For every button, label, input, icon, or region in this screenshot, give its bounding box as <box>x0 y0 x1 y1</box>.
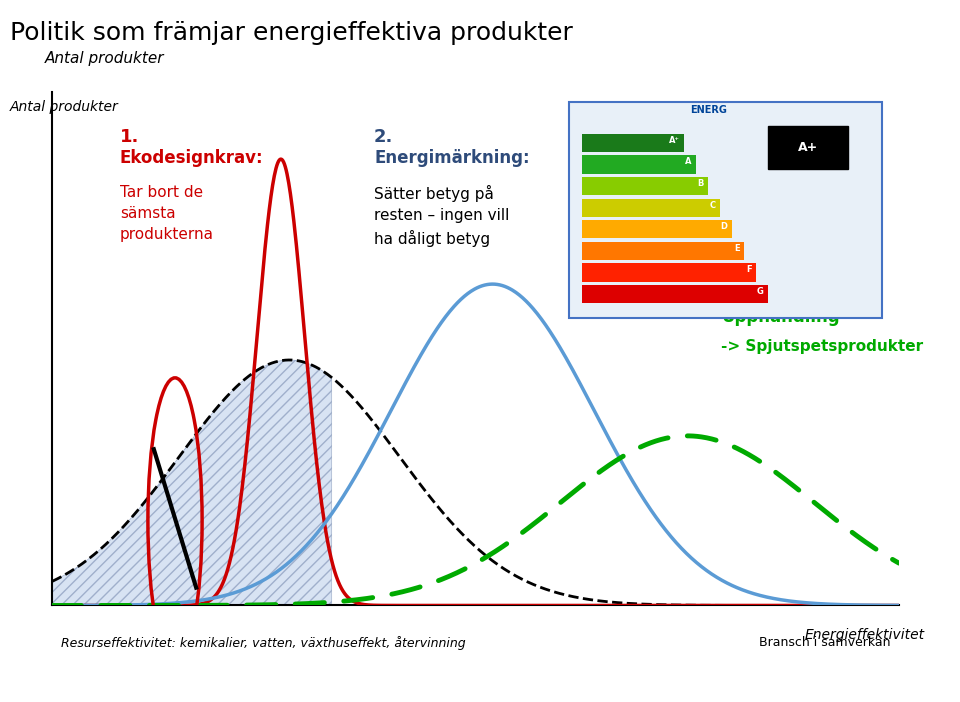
FancyBboxPatch shape <box>582 155 696 174</box>
Text: ENERG: ENERG <box>690 105 727 115</box>
Text: Resurseffektivitet: kemikalier, vatten, växthuseffekt, återvinning: Resurseffektivitet: kemikalier, vatten, … <box>60 636 466 650</box>
Text: Ekodesignkrav:: Ekodesignkrav: <box>120 149 264 166</box>
FancyBboxPatch shape <box>582 263 756 282</box>
FancyBboxPatch shape <box>577 642 891 693</box>
Text: E: E <box>734 244 739 253</box>
FancyBboxPatch shape <box>768 126 849 169</box>
FancyBboxPatch shape <box>582 285 768 303</box>
FancyBboxPatch shape <box>582 177 708 195</box>
Y-axis label: Antal produkter: Antal produkter <box>45 51 165 67</box>
Text: 3.: 3. <box>721 287 740 305</box>
FancyBboxPatch shape <box>582 199 720 217</box>
Text: G: G <box>756 287 763 296</box>
FancyBboxPatch shape <box>582 241 744 260</box>
Text: A: A <box>685 157 692 166</box>
Text: Energieffektivitet: Energieffektivitet <box>804 628 924 642</box>
Text: F: F <box>746 265 752 274</box>
Text: Upphandling: Upphandling <box>721 307 840 326</box>
Text: C: C <box>709 201 716 209</box>
FancyBboxPatch shape <box>569 102 882 318</box>
Text: Sätter betyg på
resten – ingen vill
ha dåligt betyg: Sätter betyg på resten – ingen vill ha d… <box>374 185 510 246</box>
FancyBboxPatch shape <box>582 220 732 239</box>
Text: Politik som främjar energieffektiva produkter: Politik som främjar energieffektiva prod… <box>10 21 572 45</box>
Text: B: B <box>697 179 704 188</box>
Text: 1.: 1. <box>120 128 139 146</box>
Text: Tar bort de
sämsta
produkterna: Tar bort de sämsta produkterna <box>120 185 214 241</box>
Text: Antal produkter: Antal produkter <box>10 100 119 114</box>
Text: A⁺: A⁺ <box>669 136 680 145</box>
Text: A+: A+ <box>798 140 818 154</box>
Text: Energimärkning:: Energimärkning: <box>374 149 530 166</box>
Text: -> Spjutspetsprodukter: -> Spjutspetsprodukter <box>721 338 924 354</box>
FancyBboxPatch shape <box>582 134 684 152</box>
Text: Bransch i samverkan: Bransch i samverkan <box>759 636 891 649</box>
Text: D: D <box>721 222 728 231</box>
Text: 2.: 2. <box>374 128 394 146</box>
